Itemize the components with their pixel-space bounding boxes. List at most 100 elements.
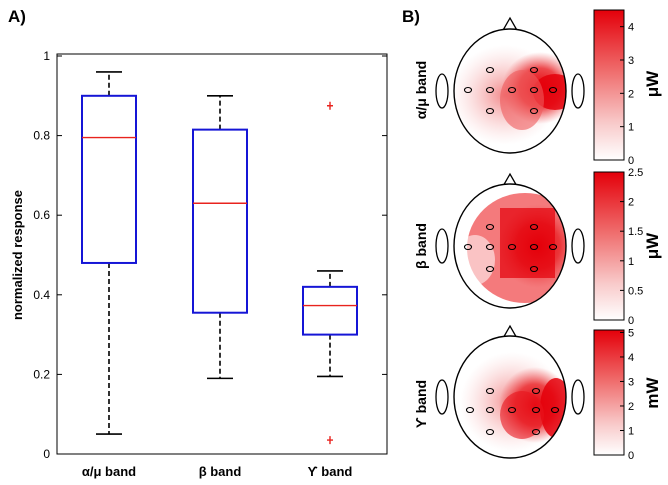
electrode — [529, 107, 539, 115]
electrode — [485, 428, 495, 436]
head-beta — [435, 172, 585, 309]
electrode — [507, 86, 517, 94]
outlier-marker — [327, 436, 333, 445]
electrode — [465, 406, 475, 414]
electrode — [507, 406, 517, 414]
boxes — [81, 71, 358, 445]
electrode — [531, 387, 541, 395]
electrode — [485, 107, 495, 115]
panel-label-b: B) — [402, 7, 420, 26]
electrode — [548, 243, 558, 251]
y-tick-label: 0.2 — [33, 367, 50, 381]
colorbar-0: 0 1 2 3 4 μW — [593, 9, 662, 167]
colorbar-tick-label: 0.5 — [628, 285, 643, 297]
electrode — [529, 223, 539, 231]
colorbar-tick-label: 1.5 — [628, 226, 643, 238]
category-label: β band — [199, 464, 242, 479]
colorbar-gradient — [593, 329, 625, 456]
box-2 — [302, 101, 358, 445]
y-tick-label: 0.6 — [33, 208, 50, 222]
colorbar-tick-label: 1 — [628, 122, 634, 134]
colorbar-tick-label: 3 — [628, 376, 634, 388]
colorbar-tick-label: 3 — [628, 55, 634, 67]
left-ear-icon — [435, 379, 449, 415]
electrodes — [465, 387, 560, 436]
plot-frame — [56, 53, 388, 455]
y-ticks: 0 0.2 0.4 0.6 0.8 1 — [33, 49, 387, 461]
box-0 — [81, 71, 137, 435]
colorbar-tick-label: 2 — [628, 401, 634, 413]
panel-label-a: A) — [8, 7, 26, 26]
head-alpha — [435, 16, 585, 154]
electrode — [485, 406, 495, 414]
head-outline — [453, 28, 567, 154]
electrode — [531, 428, 541, 436]
electrode — [485, 86, 495, 94]
row-label-gamma: ϒ band — [413, 380, 429, 428]
y-axis-label: normalized response — [10, 190, 25, 320]
head-outline — [453, 183, 567, 309]
topomap-panel: α/μ band β band ϒ band — [413, 16, 585, 459]
row-label-beta: β band — [413, 223, 429, 269]
right-ear-icon — [571, 73, 585, 109]
electrode — [529, 86, 539, 94]
right-ear-icon — [571, 379, 585, 415]
electrode — [485, 66, 495, 74]
colorbar-tick-label: 4 — [628, 22, 634, 34]
colorbar-unit: mW — [643, 376, 662, 408]
colorbar-tick-label: 1 — [628, 256, 634, 268]
left-ear-icon — [435, 228, 449, 264]
head-gamma — [435, 324, 585, 459]
electrode — [548, 86, 558, 94]
colorbar-tick-label: 2.5 — [628, 167, 643, 179]
colorbar-tick-label: 0 — [628, 155, 634, 167]
iqr-box — [192, 128, 248, 314]
electrode — [485, 243, 495, 251]
electrode — [463, 243, 473, 251]
y-tick-label: 0.4 — [33, 288, 50, 302]
electrode — [485, 223, 495, 231]
heatmap-gamma — [454, 336, 566, 458]
iqr-box — [302, 285, 358, 336]
colorbar-tick-label: 2 — [628, 197, 634, 209]
colorbar-tick-label: 0 — [628, 315, 634, 327]
colorbar-unit: μW — [643, 70, 662, 97]
iqr-box — [81, 94, 137, 264]
colorbar-tick-label: 1 — [628, 425, 634, 437]
electrode — [485, 265, 495, 273]
electrode — [463, 86, 473, 94]
colorbar-unit: μW — [643, 232, 662, 259]
electrodes — [463, 66, 558, 115]
box-1 — [192, 95, 248, 380]
electrode — [529, 66, 539, 74]
colorbars: 0 1 2 3 4 μW 0 0.5 1 1.5 2 2.5 μW 0 1 2 3 4 5 mW — [593, 9, 662, 462]
colorbar-gradient — [593, 171, 625, 321]
colorbar-2: 0 1 2 3 4 5 mW — [593, 327, 662, 462]
boxplot-panel: normalized response 0 0.2 0.4 0.6 0.8 1 α/μ b… — [10, 49, 388, 479]
colorbar-tick-label: 2 — [628, 88, 634, 100]
outlier-marker — [327, 101, 333, 110]
electrode — [507, 243, 517, 251]
electrode — [550, 406, 560, 414]
electrode — [485, 387, 495, 395]
colorbar-tick-label: 4 — [628, 352, 634, 364]
category-labels: α/μ band β band ϒ band — [82, 464, 353, 479]
colorbar-tick-label: 5 — [628, 327, 634, 339]
left-ear-icon — [435, 73, 449, 109]
right-ear-icon — [571, 228, 585, 264]
row-label-alpha: α/μ band — [413, 61, 429, 119]
electrode — [529, 265, 539, 273]
electrodes — [463, 223, 558, 273]
y-tick-label: 1 — [43, 49, 50, 63]
colorbar-tick-label: 0 — [628, 450, 634, 462]
y-tick-label: 0.8 — [33, 129, 50, 143]
electrode — [529, 243, 539, 251]
electrode — [531, 406, 541, 414]
colorbar-gradient — [593, 9, 625, 161]
heatmap-alpha — [454, 29, 566, 153]
category-label: α/μ band — [82, 464, 136, 479]
colorbar-1: 0 0.5 1 1.5 2 2.5 μW — [593, 167, 662, 327]
category-label: ϒ band — [308, 464, 353, 479]
head-outline — [453, 335, 567, 459]
